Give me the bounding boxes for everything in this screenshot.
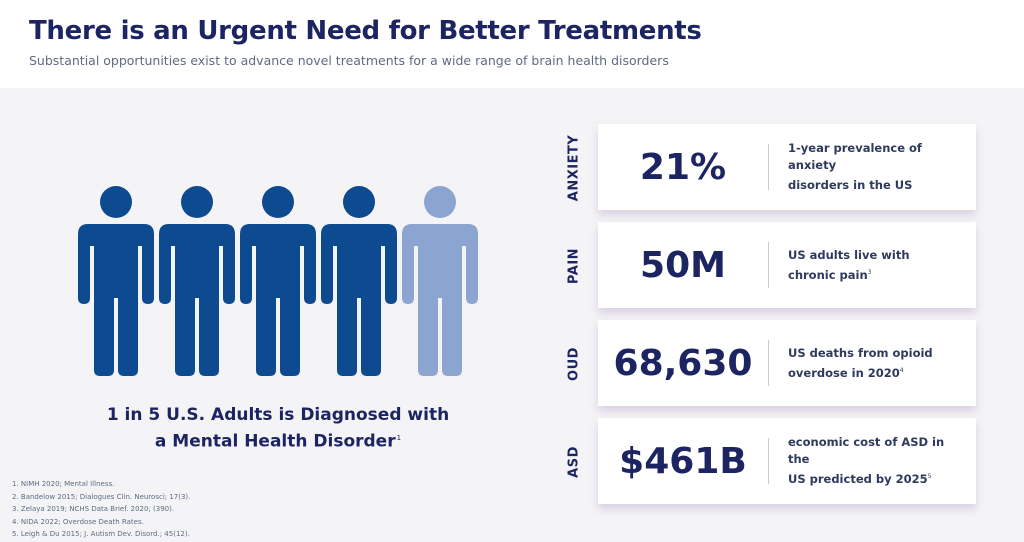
stat-value: 68,630	[613, 342, 753, 384]
page-subtitle: Substantial opportunities exist to advan…	[29, 53, 669, 68]
footnotes: 1. NIMH 2020; Mental Illness. 2. Bandelo…	[12, 478, 190, 541]
stat-card: $461B economic cost of ASD in the US pred…	[598, 418, 976, 504]
person-head	[424, 186, 456, 218]
stat-card: 68,630 US deaths from opioid overdose in …	[598, 320, 976, 406]
caption-line-1: 1 in 5 U.S. Adults is Diagnosed with	[106, 405, 450, 425]
person-icon	[78, 186, 154, 376]
stat-value: $461B	[619, 440, 747, 482]
stat-row-anxiety: ANXIETY 21% 1-year prevalence of anxiety…	[556, 124, 976, 212]
stat-label: ANXIETY	[556, 124, 592, 212]
stat-description: US adults live with chronic pain3	[788, 222, 968, 308]
stat-desc-line-2: overdose in 2020	[788, 365, 900, 380]
stat-label-text: PAIN	[566, 247, 582, 285]
stat-description: economic cost of ASD in the US predicted …	[788, 418, 968, 504]
person-head	[343, 186, 375, 218]
stat-divider	[768, 438, 769, 484]
stat-label-text: ANXIETY	[566, 134, 582, 202]
stat-desc-line-1: US deaths from opioid	[788, 345, 933, 360]
footnote-5: 5. Leigh & Du 2015; J. Autism Dev. Disor…	[12, 530, 190, 538]
stat-desc-line-1: economic cost of ASD in the	[788, 435, 945, 467]
header: There is an Urgent Need for Better Treat…	[0, 0, 1024, 88]
stat-row-asd: ASD $461B economic cost of ASD in the US …	[556, 418, 976, 506]
person-icon	[240, 186, 316, 376]
stat-description: 1-year prevalence of anxiety disorders in…	[788, 124, 968, 210]
stat-label-text: ASD	[566, 446, 582, 478]
stat-desc-line-2: US predicted by 2025	[788, 471, 928, 486]
stat-desc-line-1: US adults live with	[788, 247, 910, 262]
stat-row-oud: OUD 68,630 US deaths from opioid overdose…	[556, 320, 976, 408]
footnote-1: 1. NIMH 2020; Mental Illness.	[12, 480, 115, 488]
footnote-4: 4. NIDA 2022; Overdose Death Rates.	[12, 517, 144, 526]
caption-line-2-text: a Mental Health Disorder	[154, 431, 396, 452]
stat-row-pain: PAIN 50M US adults live with chronic pain…	[556, 222, 976, 310]
person-head	[100, 186, 132, 218]
content-panel: 1 in 5 U.S. Adults is Diagnosed with a M…	[0, 88, 1024, 542]
infographic-caption: 1 in 5 U.S. Adults is Diagnosed with a M…	[88, 404, 468, 454]
stat-label: OUD	[556, 320, 592, 408]
person-icon-highlighted	[402, 186, 478, 376]
stat-divider	[768, 242, 769, 288]
page-title: There is an Urgent Need for Better Treat…	[29, 16, 702, 46]
stat-divider	[768, 340, 769, 386]
stat-value: 50M	[640, 244, 726, 286]
caption-line-2: a Mental Health Disorder1	[88, 427, 468, 454]
person-body	[402, 224, 478, 376]
stat-footnote-ref: 3	[867, 268, 872, 276]
stat-card: 50M US adults live with chronic pain3	[598, 222, 976, 308]
stat-card: 21% 1-year prevalence of anxiety disorder…	[598, 124, 976, 210]
footnote-3: 3. Zelaya 2019; NCHS Data Brief. 2020; (…	[12, 505, 175, 513]
footnote-2: 2. Bandelow 2015; Dialogues Clin. Neuros…	[12, 492, 191, 501]
stat-desc-line-1: 1-year prevalence of anxiety	[788, 141, 922, 173]
person-icon	[159, 186, 235, 376]
person-icon	[321, 186, 397, 376]
people-infographic	[78, 186, 482, 376]
stat-description: US deaths from opioid overdose in 20204	[788, 320, 968, 406]
stat-label: ASD	[556, 418, 592, 506]
stat-footnote-ref: 4	[899, 366, 904, 374]
person-body	[159, 224, 235, 376]
caption-footnote-ref: 1	[396, 434, 402, 442]
stat-desc-line-2: chronic pain	[788, 267, 868, 282]
person-head	[262, 186, 294, 218]
stat-label-text: OUD	[566, 347, 582, 381]
person-body	[321, 224, 397, 376]
person-head	[181, 186, 213, 218]
stat-footnote-ref: 5	[927, 473, 932, 481]
stat-label: PAIN	[556, 222, 592, 310]
stat-desc-line-2: disorders in the US	[788, 177, 913, 192]
stat-value: 21%	[639, 146, 727, 188]
person-body	[78, 224, 154, 376]
stat-divider	[768, 144, 769, 190]
person-body	[240, 224, 316, 376]
